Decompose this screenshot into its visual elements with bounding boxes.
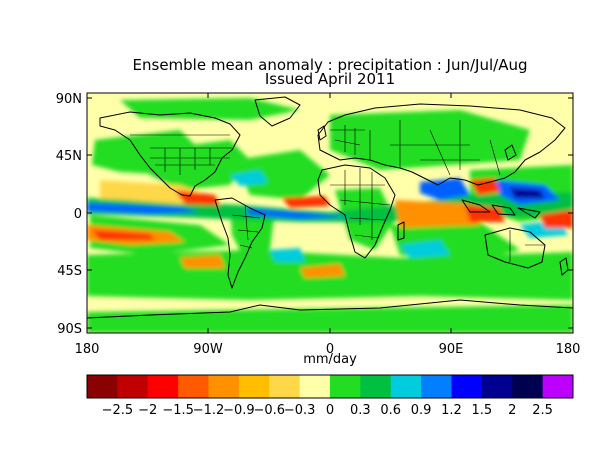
coastline-south-america [214,197,266,289]
colorbar-swatch [421,375,452,398]
colorbar-swatch [542,375,574,398]
blue-band-itcz [245,208,350,219]
dry-region-pacific-south-red [92,230,155,240]
colorbar-swatch [117,375,149,398]
colorbar-swatch [512,375,544,398]
blue-region-indian [420,178,470,200]
colorbar-tick-label: −1.5 [162,403,194,418]
colorbar-swatch [299,375,331,398]
lat-label: 0 [74,207,82,222]
unit-label: mm/day [303,352,357,367]
colorbar-tick-label: −2 [138,403,157,418]
lat-label: 45S [57,264,82,279]
colorbar [86,374,574,399]
latitude-labels: 90N 45N 0 45S 90S [56,92,82,337]
coastline-uk [317,125,327,141]
dry-region-south-pacific-orange [180,255,225,268]
country-borders [130,120,545,262]
colorbar-tick-label: 0.9 [411,403,432,418]
dry-region-indian-orange [395,200,480,228]
colorbar-swatch [390,375,422,398]
coastline-antarctica [87,299,573,319]
dry-region-south-atlantic-orange [300,264,345,278]
colorbar-swatch [269,375,301,398]
border-south-america [231,204,261,249]
colorbar-tick-label: 1.2 [441,403,462,418]
lat-label: 90N [56,92,82,107]
border-australia [509,230,545,262]
colorbar-tick-label: 0.6 [380,403,401,418]
coastline-australia [484,227,546,269]
colorbar-swatch [178,375,209,398]
coastline-indonesia [461,199,541,219]
coastline-madagascar [397,221,405,241]
lat-label: 45N [56,149,82,164]
colorbar-swatch [330,375,361,398]
border-europe [330,125,365,155]
colorbar-tick-label: −0.9 [223,403,255,418]
cyan-region-south-atlantic [270,248,305,262]
colorbar-swatch [360,375,392,398]
dry-region-southeast-asia-red [470,178,500,195]
colorbar-tick-label: −0.3 [284,403,316,418]
colorbar-tick-label: 2 [508,403,516,418]
lon-label: 180 [75,342,100,357]
colorbar-labels: −2.5 −2 −1.5−1.2−0.9−0.6−0.3 0 0.3 0.6 0.9 1.2 1… [102,403,553,418]
colorbar-swatch [238,375,270,398]
colorbar-tick-label: 2.5 [532,403,553,418]
colorbar-frame [86,374,574,399]
colorbar-tick-label: −1.2 [193,403,225,418]
axis-ticks [87,93,573,333]
dry-region-east-pacific-red [540,210,573,228]
colorbar-tick-label: −2.5 [102,403,134,418]
wet-region-eurasia [330,110,530,170]
coastlines [87,96,573,319]
lat-label: 90S [57,322,82,337]
cyan-region-indian [400,240,450,258]
coastline-japan [504,144,517,161]
map-panel [87,93,573,333]
colorbar-swatch [208,375,240,398]
border-asia [369,120,501,176]
colorbar-tick-label: −0.6 [253,403,285,418]
cyan-region-north-atlantic [230,170,268,186]
colorbar-swatch [87,375,118,398]
longitude-labels: 180 90W 0 90E 180 [75,342,581,357]
dry-region-atlantic-red [282,196,330,208]
lon-label: 90E [439,342,464,357]
coastline-europe-asia [317,103,566,186]
colorbar-swatch [147,375,179,398]
border-usa [150,147,232,175]
blue-band-equatorial-pacific [87,203,200,214]
colorbar-tick-label: 0 [326,403,334,418]
navy-region-west-pacific [510,188,545,198]
colorbar-swatch [451,375,483,398]
colorbar-tick-label: 0.3 [350,403,371,418]
lon-label: 0 [326,342,334,357]
colorbar-swatch [481,375,513,398]
coastline-greenland [254,96,301,127]
coastline-africa [317,164,396,259]
lon-label: 180 [556,342,581,357]
lon-label: 90W [193,342,223,357]
anomaly-field [87,98,573,333]
border-africa [330,168,391,240]
wet-region-antarctic [87,305,573,333]
colorbar-tick-label: 1.5 [472,403,493,418]
wet-region-atlantic [235,150,330,200]
title-line-2: Issued April 2011 [265,70,395,88]
title-line-1: Ensemble mean anomaly : precipitation : … [133,56,528,74]
coastline-north-america [99,111,241,197]
dry-region-pacific-red [175,190,220,205]
